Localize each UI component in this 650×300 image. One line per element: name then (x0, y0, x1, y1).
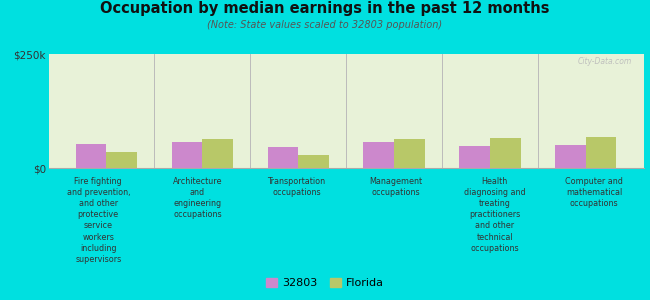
Bar (555, 145, 586, 168)
Text: Computer and
mathematical
occupations: Computer and mathematical occupations (565, 177, 623, 208)
Bar (202, 139, 233, 168)
Text: City-Data.com: City-Data.com (577, 57, 632, 66)
Text: Health
diagnosing and
treating
practitioners
and other
technical
occupations: Health diagnosing and treating practitio… (464, 177, 526, 253)
Text: Architecture
and
engineering
occupations: Architecture and engineering occupations (173, 177, 222, 219)
Bar (76, 144, 107, 168)
Bar (107, 152, 137, 168)
Bar (363, 142, 394, 168)
Bar (172, 142, 202, 168)
Text: Transportation
occupations: Transportation occupations (268, 177, 326, 197)
Bar (460, 146, 490, 168)
Legend: 32803, Florida: 32803, Florida (263, 274, 387, 291)
Text: Fire fighting
and prevention,
and other
protective
service
workers
including
sup: Fire fighting and prevention, and other … (66, 177, 130, 264)
Bar (268, 148, 298, 168)
Bar (586, 137, 616, 168)
Text: (Note: State values scaled to 32803 population): (Note: State values scaled to 32803 popu… (207, 20, 443, 29)
Text: Occupation by median earnings in the past 12 months: Occupation by median earnings in the pas… (100, 2, 550, 16)
Bar (490, 138, 521, 168)
Text: Management
occupations: Management occupations (369, 177, 423, 197)
Bar (394, 139, 424, 168)
Bar (298, 155, 329, 168)
